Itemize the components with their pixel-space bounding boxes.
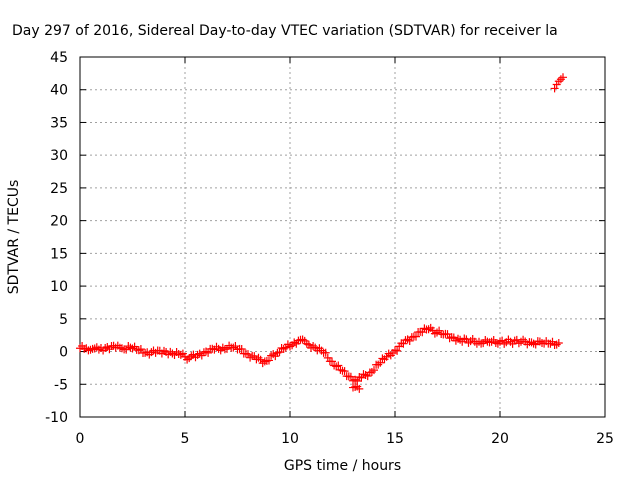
data-series bbox=[76, 73, 567, 393]
data-point bbox=[187, 352, 196, 361]
data-point bbox=[556, 75, 565, 84]
x-tick-label: 10 bbox=[281, 431, 299, 447]
data-point bbox=[355, 384, 364, 393]
data-point bbox=[527, 338, 536, 347]
data-point bbox=[370, 366, 378, 375]
x-axis-label: GPS time / hours bbox=[284, 458, 401, 474]
x-tick-label: 15 bbox=[386, 431, 404, 447]
y-tick-label: 35 bbox=[50, 115, 68, 131]
data-point bbox=[84, 346, 93, 355]
data-point bbox=[321, 348, 330, 357]
data-point bbox=[298, 335, 307, 344]
x-tick-label: 20 bbox=[491, 431, 509, 447]
y-axis-label: SDTVAR / TECUs bbox=[6, 180, 22, 295]
data-point bbox=[275, 348, 284, 357]
data-point bbox=[195, 349, 204, 358]
data-point bbox=[229, 343, 238, 352]
data-point bbox=[559, 73, 567, 82]
y-tick-label: 30 bbox=[50, 148, 68, 164]
data-point bbox=[328, 357, 336, 366]
ticks: 0 5 10 15 20 25 -10 -5 0 5 10 15 20 25 30 35 40 45 bbox=[45, 50, 614, 447]
data-point bbox=[237, 344, 246, 353]
y-tick-label: 5 bbox=[59, 312, 68, 328]
y-tick-label: 15 bbox=[50, 246, 68, 262]
data-point bbox=[464, 338, 473, 347]
data-point bbox=[550, 84, 559, 93]
data-point bbox=[443, 330, 452, 339]
data-point bbox=[122, 345, 131, 354]
data-point bbox=[378, 354, 387, 363]
data-point bbox=[334, 361, 343, 370]
data-point bbox=[336, 365, 345, 374]
y-tick-label: 0 bbox=[59, 345, 68, 361]
x-tick-label: 25 bbox=[596, 431, 614, 447]
data-point bbox=[487, 337, 496, 346]
y-tick-label: -5 bbox=[54, 377, 68, 393]
data-point bbox=[340, 367, 349, 376]
grid bbox=[80, 57, 605, 417]
data-point bbox=[323, 353, 332, 362]
y-tick-label: 25 bbox=[50, 181, 68, 197]
y-tick-label: -10 bbox=[45, 410, 68, 426]
data-point bbox=[412, 332, 420, 341]
plot-frame bbox=[79, 56, 606, 418]
x-tick-label: 0 bbox=[76, 431, 85, 447]
data-point bbox=[376, 358, 385, 367]
data-point bbox=[246, 353, 255, 362]
data-point bbox=[265, 356, 273, 365]
data-point bbox=[538, 339, 546, 348]
data-point bbox=[554, 339, 563, 348]
data-point bbox=[374, 360, 383, 369]
data-point bbox=[363, 372, 372, 381]
data-point bbox=[393, 346, 402, 355]
data-point bbox=[433, 328, 441, 337]
data-point bbox=[185, 354, 194, 363]
chart-title: Day 297 of 2016, Sidereal Day-to-day VTE… bbox=[12, 23, 558, 39]
data-point bbox=[332, 362, 341, 371]
y-tick-label: 45 bbox=[50, 50, 68, 66]
y-tick-label: 40 bbox=[50, 83, 68, 99]
data-point bbox=[254, 353, 263, 362]
y-tick-label: 20 bbox=[50, 214, 68, 230]
data-point bbox=[346, 372, 355, 381]
y-tick-label: 10 bbox=[50, 279, 68, 295]
data-point bbox=[256, 355, 265, 364]
x-tick-label: 5 bbox=[181, 431, 190, 447]
